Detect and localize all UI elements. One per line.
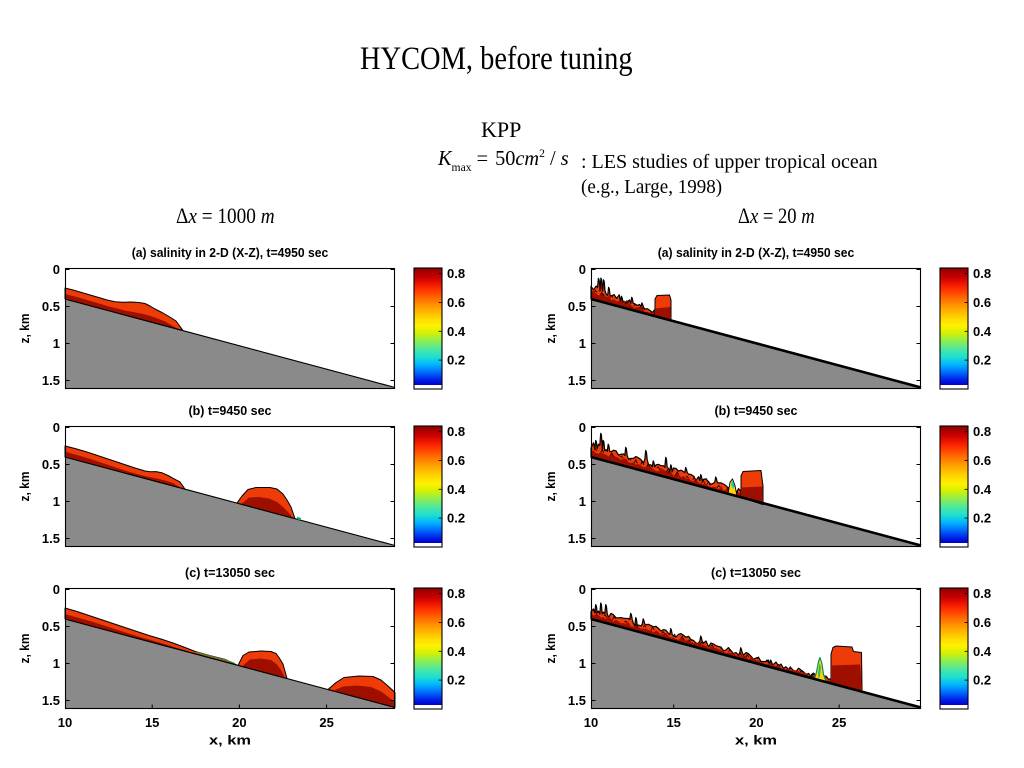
svg-text:(c) t=13050 sec: (c) t=13050 sec: [711, 565, 801, 580]
svg-text:0: 0: [579, 420, 586, 435]
svg-text:(c) t=13050 sec: (c) t=13050 sec: [185, 565, 275, 580]
svg-text:0.5: 0.5: [42, 619, 60, 634]
svg-text:0.2: 0.2: [973, 511, 991, 526]
svg-text:0.4: 0.4: [973, 644, 992, 659]
svg-text:0.2: 0.2: [447, 353, 465, 368]
svg-text:15: 15: [666, 715, 680, 730]
svg-text:z, km: z, km: [17, 634, 32, 664]
svg-text:1: 1: [579, 494, 586, 509]
svg-text:0: 0: [53, 262, 60, 277]
svg-text:z, km: z, km: [17, 314, 32, 344]
svg-text:0.8: 0.8: [973, 266, 991, 281]
svg-text:z, km: z, km: [543, 314, 558, 344]
svg-text:0: 0: [53, 420, 60, 435]
svg-text:0.8: 0.8: [973, 424, 991, 439]
svg-text:20: 20: [749, 715, 763, 730]
svg-text:0.6: 0.6: [447, 295, 465, 310]
svg-text:1.5: 1.5: [568, 373, 586, 388]
svg-text:0.5: 0.5: [568, 619, 586, 634]
svg-text:(b) t=9450 sec: (b) t=9450 sec: [715, 403, 798, 418]
svg-text:z, km: z, km: [543, 634, 558, 664]
svg-text:0.2: 0.2: [447, 673, 465, 688]
svg-text:20: 20: [232, 715, 246, 730]
svg-text:x, km: x, km: [735, 733, 777, 748]
svg-text:(a) salinity in 2-D (X-Z), t=4: (a) salinity in 2-D (X-Z), t=4950 sec: [658, 245, 855, 260]
svg-text:0.5: 0.5: [568, 457, 586, 472]
svg-text:z, km: z, km: [543, 472, 558, 502]
svg-text:1.5: 1.5: [42, 373, 60, 388]
svg-text:0.6: 0.6: [973, 615, 991, 630]
svg-text:0: 0: [579, 262, 586, 277]
svg-text:1: 1: [53, 656, 60, 671]
svg-text:0.4: 0.4: [447, 324, 466, 339]
svg-text:(b) t=9450 sec: (b) t=9450 sec: [189, 403, 272, 418]
svg-text:1.5: 1.5: [568, 531, 586, 546]
svg-text:0.5: 0.5: [42, 457, 60, 472]
svg-text:0.5: 0.5: [568, 299, 586, 314]
svg-text:1.5: 1.5: [42, 693, 60, 708]
svg-text:1.5: 1.5: [568, 693, 586, 708]
svg-text:0.8: 0.8: [447, 586, 465, 601]
svg-text:0.4: 0.4: [973, 324, 992, 339]
svg-text:10: 10: [584, 715, 598, 730]
svg-text:1.5: 1.5: [42, 531, 60, 546]
svg-text:x, km: x, km: [209, 733, 251, 748]
svg-text:0.6: 0.6: [973, 295, 991, 310]
svg-text:0.4: 0.4: [447, 644, 466, 659]
svg-text:15: 15: [145, 715, 159, 730]
svg-text:25: 25: [319, 715, 333, 730]
svg-text:1: 1: [579, 336, 586, 351]
svg-text:0.8: 0.8: [973, 586, 991, 601]
svg-text:z, km: z, km: [17, 472, 32, 502]
svg-text:0.2: 0.2: [973, 353, 991, 368]
svg-text:1: 1: [579, 656, 586, 671]
svg-text:0.6: 0.6: [973, 453, 991, 468]
svg-text:0: 0: [53, 582, 60, 597]
svg-text:0.5: 0.5: [42, 299, 60, 314]
svg-text:0: 0: [579, 582, 586, 597]
svg-text:0.4: 0.4: [973, 482, 992, 497]
svg-text:0.2: 0.2: [973, 673, 991, 688]
svg-text:25: 25: [832, 715, 846, 730]
svg-text:0.6: 0.6: [447, 615, 465, 630]
svg-text:(a) salinity in 2-D (X-Z), t=4: (a) salinity in 2-D (X-Z), t=4950 sec: [132, 245, 329, 260]
svg-text:0.4: 0.4: [447, 482, 466, 497]
svg-text:1: 1: [53, 494, 60, 509]
svg-text:0.8: 0.8: [447, 424, 465, 439]
svg-text:10: 10: [58, 715, 72, 730]
svg-text:0.2: 0.2: [447, 511, 465, 526]
svg-text:0.8: 0.8: [447, 266, 465, 281]
svg-text:1: 1: [53, 336, 60, 351]
svg-text:0.6: 0.6: [447, 453, 465, 468]
